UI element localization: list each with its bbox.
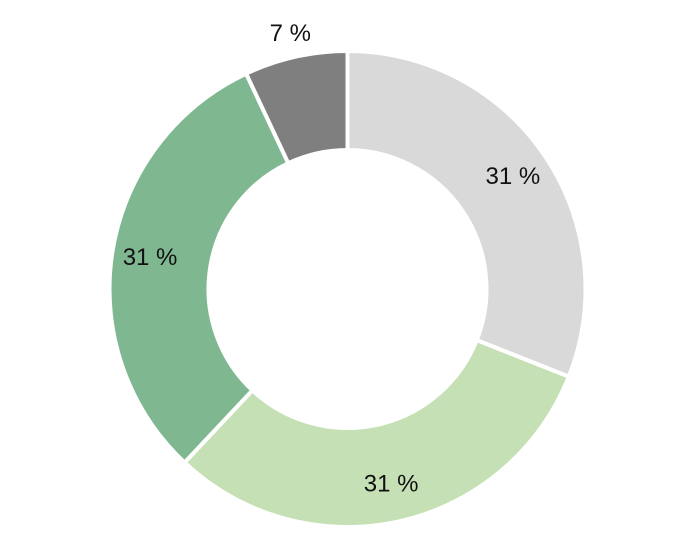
donut-slices bbox=[107, 48, 588, 529]
donut-slice-1 bbox=[345, 48, 588, 380]
slice-label-1: 31 % bbox=[485, 163, 540, 190]
slice-label-3: 31 % bbox=[123, 244, 178, 271]
donut-slice-3 bbox=[107, 70, 291, 466]
donut-slice-2 bbox=[181, 337, 572, 529]
slice-label-4: 7 % bbox=[270, 20, 311, 47]
donut-labels: 31 % 31 % 31 % 7 % bbox=[123, 20, 541, 498]
slice-label-2: 31 % bbox=[364, 471, 419, 498]
donut-slice-4 bbox=[243, 48, 350, 166]
